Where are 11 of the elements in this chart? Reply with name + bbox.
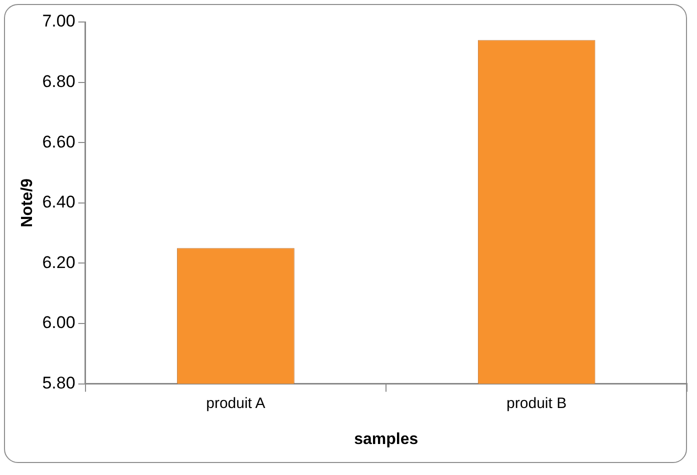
x-tick-label: produit A (206, 394, 266, 412)
y-tick-label: 6.00 (42, 313, 76, 332)
y-tick-label: 5.80 (42, 373, 76, 392)
x-axis-title: samples (354, 430, 418, 448)
y-tick-label: 6.60 (42, 132, 76, 152)
y-axis-title: Note/9 (19, 178, 36, 228)
y-tick-label: 6.40 (42, 192, 76, 212)
y-tick-label: 7.00 (42, 12, 76, 31)
y-tick-label: 6.80 (42, 72, 76, 91)
x-tick-label: produit B (506, 394, 567, 412)
y-tick-label: 6.20 (42, 252, 76, 272)
